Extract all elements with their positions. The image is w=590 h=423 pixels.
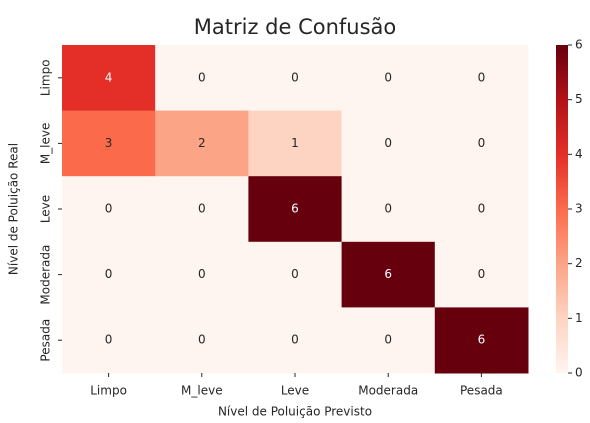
colorbar-tick-label: 2 bbox=[575, 256, 583, 270]
heatmap-cell bbox=[155, 176, 249, 243]
x-axis-label: Nível de Poluição Previsto bbox=[218, 405, 372, 419]
heatmap-cell bbox=[434, 176, 529, 243]
heatmap-cell bbox=[62, 110, 156, 177]
heatmap-cell bbox=[155, 45, 249, 112]
cell-label: 0 bbox=[198, 70, 206, 84]
cell-label: 0 bbox=[384, 136, 392, 150]
cell-label: 0 bbox=[291, 70, 299, 84]
heatmap-cell bbox=[434, 241, 529, 308]
heatmap-cell bbox=[62, 45, 156, 112]
y-axis-label: Nível de Poluição Real bbox=[7, 143, 21, 275]
cell-label: 0 bbox=[384, 70, 392, 84]
colorbar-tick-label: 3 bbox=[575, 202, 583, 216]
heatmap-cell bbox=[341, 45, 436, 112]
y-tick-label: Moderada bbox=[39, 245, 53, 305]
cell-label: 0 bbox=[105, 267, 113, 281]
cell-label: 0 bbox=[198, 333, 206, 347]
colorbar-tick-label: 4 bbox=[575, 147, 583, 161]
colorbar-tick-label: 6 bbox=[575, 38, 583, 52]
x-tick-label: Leve bbox=[281, 384, 309, 398]
cell-label: 0 bbox=[478, 70, 486, 84]
colorbar-tick-label: 1 bbox=[575, 311, 583, 325]
cell-label: 0 bbox=[105, 202, 113, 216]
cell-label: 0 bbox=[105, 333, 113, 347]
chart-title: Matriz de Confusão bbox=[194, 15, 397, 39]
y-tick-label: Leve bbox=[39, 195, 53, 223]
heatmap-cell bbox=[155, 307, 249, 374]
heatmap-cell bbox=[434, 45, 529, 112]
heatmap-cell bbox=[248, 110, 343, 177]
x-tick-label: M_leve bbox=[181, 384, 223, 398]
cell-label: 0 bbox=[384, 202, 392, 216]
y-tick-label: Limpo bbox=[39, 59, 53, 96]
cell-label: 6 bbox=[291, 202, 299, 216]
cell-label: 4 bbox=[105, 70, 113, 84]
colorbar-tick-label: 0 bbox=[575, 366, 583, 380]
heatmap-cell bbox=[155, 110, 249, 177]
heatmap-cell bbox=[62, 176, 156, 243]
heatmap-cell bbox=[62, 307, 156, 374]
heatmap-cell bbox=[341, 176, 436, 243]
cell-label: 1 bbox=[291, 136, 299, 150]
x-tick-label: Pesada bbox=[460, 384, 503, 398]
cell-label: 2 bbox=[198, 136, 206, 150]
cell-label: 0 bbox=[478, 202, 486, 216]
cell-label: 0 bbox=[291, 333, 299, 347]
cell-label: 6 bbox=[478, 333, 486, 347]
heatmap-cell bbox=[155, 241, 249, 308]
y-tick-label: M_leve bbox=[39, 123, 53, 165]
heatmap-cell bbox=[341, 110, 436, 177]
heatmap-cell bbox=[434, 110, 529, 177]
y-tick-label: Pesada bbox=[39, 319, 53, 362]
cell-label: 6 bbox=[384, 267, 392, 281]
cell-label: 0 bbox=[478, 267, 486, 281]
heatmap-cell bbox=[341, 307, 436, 374]
cell-label: 3 bbox=[105, 136, 113, 150]
cell-label: 0 bbox=[291, 267, 299, 281]
heatmap-cell bbox=[341, 241, 436, 308]
cell-label: 0 bbox=[478, 136, 486, 150]
colorbar-tick-label: 5 bbox=[575, 92, 583, 106]
cell-label: 0 bbox=[198, 267, 206, 281]
x-tick-label: Limpo bbox=[90, 384, 127, 398]
heatmap-cell bbox=[248, 176, 343, 243]
cell-label: 0 bbox=[384, 333, 392, 347]
heatmap-cell bbox=[248, 45, 343, 112]
heatmap-cell bbox=[248, 307, 343, 374]
heatmap-cell bbox=[434, 307, 529, 374]
cell-label: 0 bbox=[198, 202, 206, 216]
heatmap-cell bbox=[248, 241, 343, 308]
heatmap-cell bbox=[62, 241, 156, 308]
colorbar bbox=[556, 45, 568, 373]
x-tick-label: Moderada bbox=[358, 384, 418, 398]
